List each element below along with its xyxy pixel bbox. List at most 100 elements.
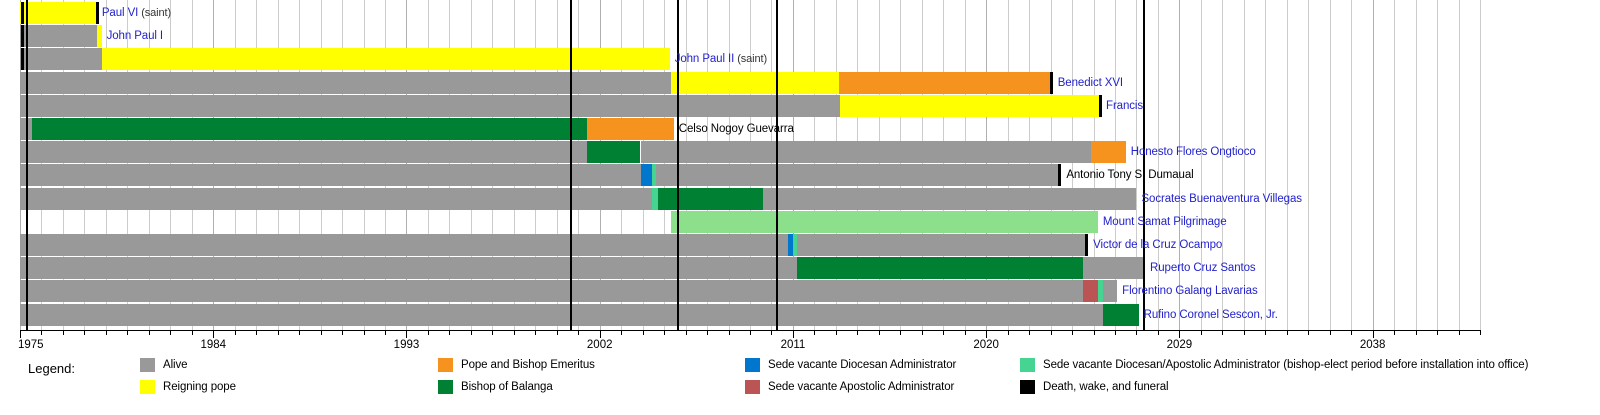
timeline-row[interactable] <box>0 187 1600 210</box>
axis-tick-minor <box>1029 330 1030 335</box>
timeline-segment-alive[interactable] <box>20 94 841 117</box>
timeline-segment-pope-bishop-emeritus[interactable] <box>1091 141 1126 164</box>
timeline-segment-reigning-pope[interactable] <box>20 2 97 24</box>
timeline-segment-sede-vacante-bishop-elect[interactable] <box>792 234 798 256</box>
timeline-segment-death-wake-funeral[interactable] <box>21 25 25 48</box>
axis-tick-minor <box>63 330 64 335</box>
gridline <box>1480 0 1481 330</box>
axis-tick-minor <box>385 330 386 335</box>
timeline-row-label: Socrates Buenaventura Villegas <box>1141 188 1302 210</box>
timeline-row[interactable] <box>0 25 1600 48</box>
axis-tick-minor <box>106 330 107 335</box>
timeline-segment-death-wake-funeral[interactable] <box>1084 234 1088 256</box>
timeline-row[interactable] <box>0 71 1600 94</box>
legend-swatch-sede-vacante-bishop-elect <box>1020 357 1035 372</box>
legend-item: Pope and Bishop Emeritus <box>438 355 595 374</box>
timeline-segment-alive[interactable] <box>640 141 1092 164</box>
timeline-segment-sede-vacante-apostolic-administrator[interactable] <box>1082 280 1098 303</box>
timeline-segment-sede-vacante-bishop-elect[interactable] <box>652 187 658 210</box>
timeline-row[interactable] <box>0 141 1600 164</box>
timeline-segment-alive[interactable] <box>20 257 798 280</box>
axis-tick-minor <box>900 330 901 335</box>
timeline-segment-alive[interactable] <box>20 234 788 256</box>
legend-label: Alive <box>163 358 188 371</box>
timeline-segment-bishop-of-balanga[interactable] <box>657 187 763 210</box>
axis-tick-minor <box>922 330 923 335</box>
timeline-segment-alive[interactable] <box>20 141 588 164</box>
row-label-suffix: (saint) <box>734 53 768 66</box>
row-label-text: Mount Samat Pilgrimage <box>1102 215 1227 228</box>
timeline-segment-alive[interactable] <box>655 164 1059 187</box>
legend-column: Sede vacante Diocesan/Apostolic Administ… <box>1020 355 1528 399</box>
timeline-segment-pope-bishop-emeritus[interactable] <box>839 71 1050 94</box>
axis-tick-minor <box>514 330 515 335</box>
timeline-segment-death-wake-funeral[interactable] <box>1049 71 1053 94</box>
timeline-segment-sede-vacante-diocesan-administrator[interactable] <box>640 164 653 187</box>
timeline-segment-bishop-of-balanga[interactable] <box>31 118 588 140</box>
legend-item: Sede vacante Diocesan Administrator <box>745 355 956 374</box>
axis-tick-minor <box>1330 330 1331 335</box>
timeline-row[interactable] <box>0 118 1600 140</box>
axis-tick-minor <box>771 330 772 335</box>
axis-tick-minor <box>1244 330 1245 335</box>
axis-tick-minor <box>1287 330 1288 335</box>
timeline-row[interactable] <box>0 234 1600 256</box>
timeline-segment-bishop-of-balanga[interactable] <box>587 141 641 164</box>
timeline-segment-alive[interactable] <box>20 71 671 94</box>
timeline-segment-death-wake-funeral[interactable] <box>21 48 25 71</box>
timeline-segment-alive[interactable] <box>20 25 98 48</box>
legend-item: Death, wake, and funeral <box>1020 377 1528 396</box>
timeline-row[interactable] <box>0 164 1600 187</box>
timeline-segment-alive[interactable] <box>20 164 641 187</box>
gridline <box>1072 0 1073 330</box>
timeline-segment-death-wake-funeral[interactable] <box>95 2 99 24</box>
timeline-row[interactable] <box>0 2 1600 24</box>
timeline-segment-death-wake-funeral[interactable] <box>1099 94 1103 117</box>
axis-tick-label: 1984 <box>200 339 227 351</box>
timeline-segment-death-wake-funeral[interactable] <box>1058 164 1062 187</box>
timeline-segment-sede-vacante-bishop-elect[interactable] <box>652 164 656 187</box>
timeline-segment-sede-vacante-diocesan-administrator[interactable] <box>787 234 793 256</box>
legend-label: Pope and Bishop Emeritus <box>461 358 595 371</box>
timeline-segment-reigning-pope[interactable] <box>101 48 670 71</box>
timeline-segment-sede-vacante-bishop-elect[interactable] <box>1097 280 1104 303</box>
timeline-row[interactable] <box>0 48 1600 71</box>
timeline-segment-alive[interactable] <box>20 303 1104 326</box>
timeline-row[interactable] <box>0 210 1600 233</box>
row-label-text: Socrates Buenaventura Villegas <box>1141 192 1302 205</box>
timeline-row[interactable] <box>0 257 1600 280</box>
axis-tick-minor <box>1008 330 1009 335</box>
timeline-segment-reigning-pope[interactable] <box>670 71 840 94</box>
chart-legend: Legend: Alive Reigning pope Pope and Bisho… <box>0 355 1600 415</box>
timeline-row[interactable] <box>0 303 1600 326</box>
timeline-row[interactable] <box>0 94 1600 117</box>
axis-tick-minor <box>149 330 150 335</box>
timeline-segment-bishop-of-balanga[interactable] <box>1103 303 1139 326</box>
timeline-segment-alive[interactable] <box>20 187 653 210</box>
timeline-segment-death-wake-funeral[interactable] <box>21 2 25 24</box>
timeline-segment-bishop-of-balanga[interactable] <box>797 257 1083 280</box>
timeline-segment-pilgrimage[interactable] <box>670 210 1098 233</box>
timeline-row-label: Mount Samat Pilgrimage <box>1103 211 1227 233</box>
legend-label: Sede vacante Apostolic Administrator <box>768 380 955 393</box>
timeline-segment-alive[interactable] <box>20 118 32 140</box>
gridline <box>1287 0 1288 330</box>
legend-label: Sede vacante Diocesan/Apostolic Administ… <box>1043 358 1529 371</box>
axis-tick-minor <box>879 330 880 335</box>
axis-tick-minor <box>256 330 257 335</box>
timeline-segment-reigning-pope[interactable] <box>840 94 1100 117</box>
timeline-segment-alive[interactable] <box>20 48 102 71</box>
timeline-segment-alive[interactable] <box>1103 280 1118 303</box>
axis-tick-minor <box>1051 330 1052 335</box>
timeline-segment-alive[interactable] <box>20 280 1083 303</box>
timeline-segment-pope-bishop-emeritus[interactable] <box>587 118 674 140</box>
timeline-segment-reigning-pope[interactable] <box>97 25 102 48</box>
gridline <box>1308 0 1309 330</box>
event-marker-line <box>570 0 572 330</box>
timeline-segment-alive[interactable] <box>1082 257 1146 280</box>
timeline-segment-alive[interactable] <box>797 234 1085 256</box>
timeline-row[interactable] <box>0 280 1600 303</box>
gridline <box>1330 0 1331 330</box>
timeline-segment-alive[interactable] <box>762 187 1137 210</box>
